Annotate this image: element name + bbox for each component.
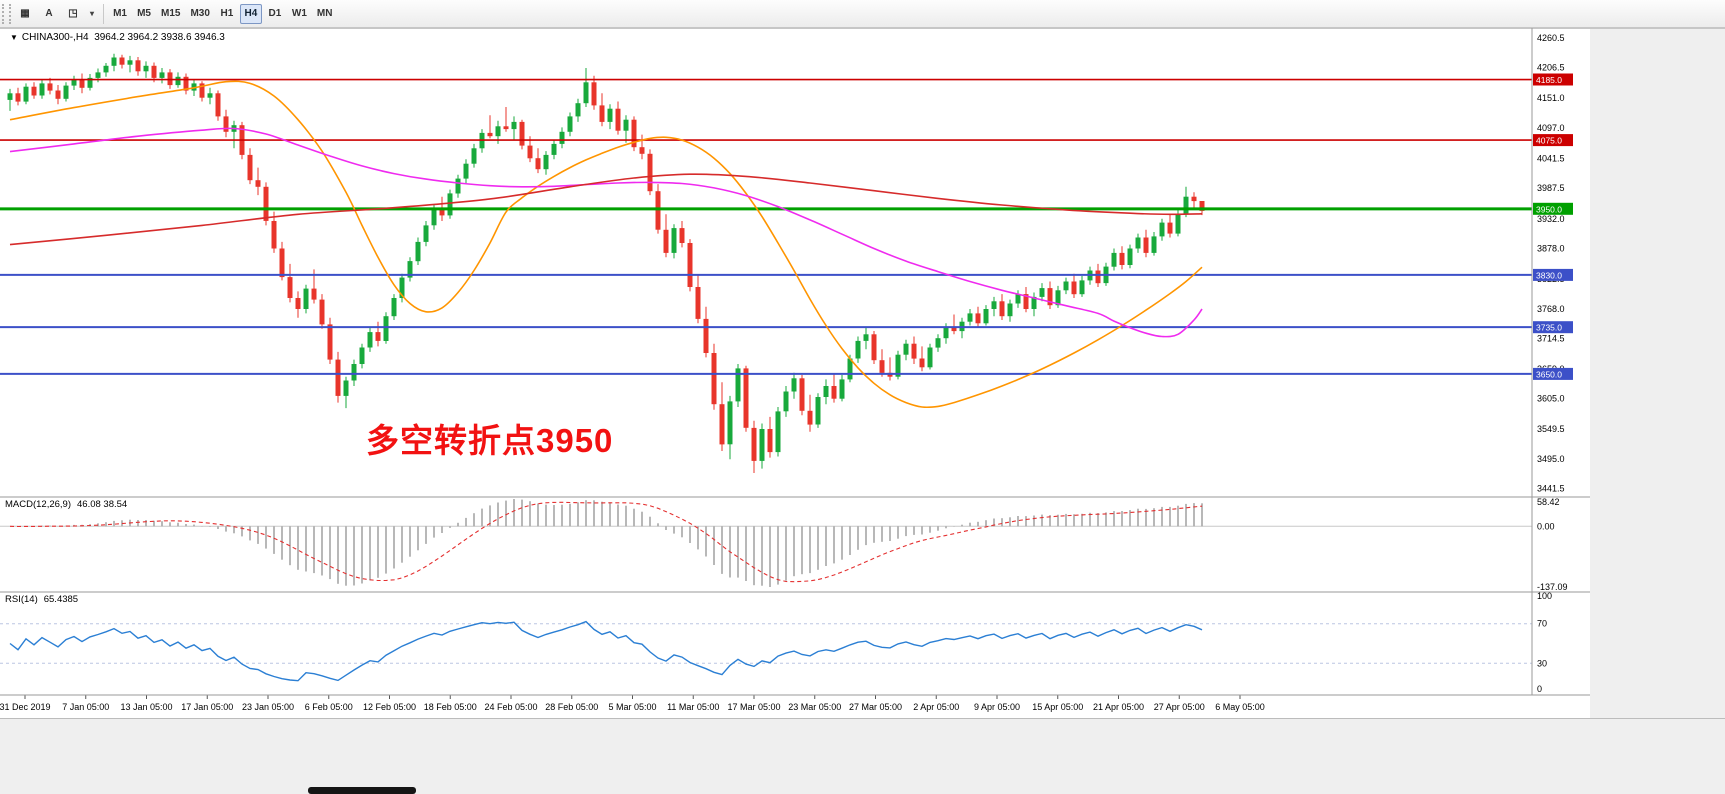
svg-text:3605.0: 3605.0 xyxy=(1537,394,1565,404)
svg-text:58.42: 58.42 xyxy=(1537,497,1560,507)
svg-text:17 Jan 05:00: 17 Jan 05:00 xyxy=(181,702,233,712)
timeframe-group: M1 M5 M15 M30 H1 H4 D1 W1 MN xyxy=(108,3,337,24)
svg-text:13 Jan 05:00: 13 Jan 05:00 xyxy=(120,702,172,712)
svg-text:3932.0: 3932.0 xyxy=(1537,214,1565,224)
svg-text:4075.0: 4075.0 xyxy=(1536,136,1562,146)
svg-text:27 Apr 05:00: 27 Apr 05:00 xyxy=(1154,702,1205,712)
timeframe-m30[interactable]: M30 xyxy=(190,8,210,19)
toolbar-grip[interactable] xyxy=(2,3,11,24)
svg-text:3950.0: 3950.0 xyxy=(1536,204,1562,214)
svg-text:4151.0: 4151.0 xyxy=(1537,93,1565,103)
price-tag-4075.0 xyxy=(1533,134,1573,147)
svg-text:0.00: 0.00 xyxy=(1537,521,1555,531)
svg-text:4097.0: 4097.0 xyxy=(1537,123,1565,133)
price-tag-3650.0 xyxy=(1533,367,1573,380)
svg-text:3735.0: 3735.0 xyxy=(1536,323,1562,333)
svg-text:3549.5: 3549.5 xyxy=(1537,424,1565,434)
svg-text:24 Feb 05:00: 24 Feb 05:00 xyxy=(484,702,537,712)
annotation-text: 多空转折点3950 xyxy=(366,422,614,459)
svg-text:4260.5: 4260.5 xyxy=(1537,33,1565,43)
svg-text:0: 0 xyxy=(1537,684,1542,694)
svg-text:15 Apr 05:00: 15 Apr 05:00 xyxy=(1032,702,1083,712)
svg-text:21 Apr 05:00: 21 Apr 05:00 xyxy=(1093,702,1144,712)
scrollbar-thumb[interactable] xyxy=(308,787,416,794)
svg-text:6 May 05:00: 6 May 05:00 xyxy=(1215,702,1265,712)
toolbar: ▦ A ◳ ▾ M1 M5 M15 M30 H1 H4 D1 W1 MN xyxy=(0,0,1725,28)
svg-text:12 Feb 05:00: 12 Feb 05:00 xyxy=(363,702,416,712)
svg-text:3495.0: 3495.0 xyxy=(1537,454,1565,464)
price-tag-3830.0 xyxy=(1533,268,1573,281)
chart-canvas[interactable]: 4260.5 4206.5 4151.0 4097.0 4041.5 3987.5 3932… xyxy=(0,28,1725,718)
ma-line-fast xyxy=(9,80,1203,409)
timeframe-w1[interactable]: W1 xyxy=(291,8,307,19)
rsi-line xyxy=(9,620,1203,682)
symbol-dropdown-icon[interactable]: ▼ xyxy=(10,33,18,42)
svg-text:27 Mar 05:00: 27 Mar 05:00 xyxy=(849,702,902,712)
tool-group: ▦ A ◳ ▾ xyxy=(13,4,99,24)
rsi-value: 65.4385 xyxy=(43,594,79,605)
time-axis: 31 Dec 2019 7 Jan 05:00 13 Jan 05:00 17 Jan… xyxy=(0,695,1265,712)
svg-text:30: 30 xyxy=(1537,658,1547,668)
svg-text:23 Jan 05:00: 23 Jan 05:00 xyxy=(242,702,294,712)
ma-line-slow xyxy=(9,173,1203,246)
svg-text:3878.0: 3878.0 xyxy=(1537,244,1565,254)
svg-text:5 Mar 05:00: 5 Mar 05:00 xyxy=(608,702,656,712)
shapes-icon[interactable]: ◳ xyxy=(68,8,78,19)
new-chart-icon[interactable]: ▦ xyxy=(20,8,30,19)
svg-text:9 Apr 05:00: 9 Apr 05:00 xyxy=(974,702,1020,712)
chart-window[interactable]: 4260.5 4206.5 4151.0 4097.0 4041.5 3987.5 3932… xyxy=(0,28,1725,718)
svg-text:23 Mar 05:00: 23 Mar 05:00 xyxy=(788,702,841,712)
svg-text:31 Dec 2019: 31 Dec 2019 xyxy=(0,702,51,712)
svg-text:18 Feb 05:00: 18 Feb 05:00 xyxy=(424,702,477,712)
price-tag-3950.0 xyxy=(1533,202,1573,215)
toolbar-separator xyxy=(103,3,105,24)
price-tag-3735.0 xyxy=(1533,321,1573,334)
text-label-icon[interactable]: A xyxy=(45,8,53,19)
svg-text:4206.5: 4206.5 xyxy=(1537,63,1565,73)
macd-signal-line xyxy=(9,501,1203,583)
timeframe-h1[interactable]: H1 xyxy=(220,8,234,19)
macd-values: 46.08 38.54 xyxy=(77,499,128,510)
timeframe-m1[interactable]: M1 xyxy=(113,8,127,19)
price-axis: 4260.5 4206.5 4151.0 4097.0 4041.5 3987.5 3932… xyxy=(1533,33,1573,694)
svg-text:2 Apr 05:00: 2 Apr 05:00 xyxy=(913,702,959,712)
svg-text:3650.0: 3650.0 xyxy=(1536,369,1562,379)
svg-text:3830.0: 3830.0 xyxy=(1536,270,1562,280)
rsi-label: RSI(14) xyxy=(5,594,38,605)
svg-text:4185.0: 4185.0 xyxy=(1536,75,1562,85)
svg-text:17 Mar 05:00: 17 Mar 05:00 xyxy=(727,702,780,712)
price-tag-4185.0 xyxy=(1533,73,1573,86)
timeframe-d1[interactable]: D1 xyxy=(268,8,282,19)
svg-text:4041.5: 4041.5 xyxy=(1537,154,1565,164)
macd-label: MACD(12,26,9) xyxy=(5,499,71,510)
timeframe-m15[interactable]: M15 xyxy=(161,8,181,19)
workspace-background xyxy=(1590,28,1725,718)
svg-text:11 Mar 05:00: 11 Mar 05:00 xyxy=(667,702,719,712)
svg-text:3441.5: 3441.5 xyxy=(1537,484,1565,494)
svg-text:-137.09: -137.09 xyxy=(1537,582,1568,592)
svg-text:7 Jan 05:00: 7 Jan 05:00 xyxy=(62,702,109,712)
rsi-panel[interactable] xyxy=(0,620,1532,682)
ohlc-label: 3964.2 3964.2 3938.6 3946.3 xyxy=(94,32,225,43)
macd-header: MACD(12,26,9) 46.08 38.54 xyxy=(5,499,134,510)
ma-line-medium xyxy=(9,127,1203,338)
svg-text:100: 100 xyxy=(1537,591,1552,601)
macd-panel[interactable] xyxy=(0,499,1532,587)
svg-text:3768.0: 3768.0 xyxy=(1537,304,1565,314)
timeframe-mn[interactable]: MN xyxy=(316,8,333,19)
svg-text:6 Feb 05:00: 6 Feb 05:00 xyxy=(305,702,353,712)
svg-text:70: 70 xyxy=(1537,619,1547,629)
chart-header: ▼ CHINA300-,H4 3964.2 3964.2 3938.6 3946.… xyxy=(10,32,225,43)
svg-text:3714.5: 3714.5 xyxy=(1537,333,1565,343)
rsi-header: RSI(14) 65.4385 xyxy=(5,594,85,605)
timeframe-h4[interactable]: H4 xyxy=(239,3,262,24)
svg-text:3987.5: 3987.5 xyxy=(1537,183,1565,193)
svg-text:28 Feb 05:00: 28 Feb 05:00 xyxy=(545,702,598,712)
price-panel[interactable] xyxy=(0,53,1532,473)
timeframe-m5[interactable]: M5 xyxy=(137,8,151,19)
bottom-area xyxy=(0,718,1725,794)
shapes-caret-icon[interactable]: ▾ xyxy=(90,9,95,18)
symbol-period-label: CHINA300-,H4 xyxy=(21,32,89,43)
